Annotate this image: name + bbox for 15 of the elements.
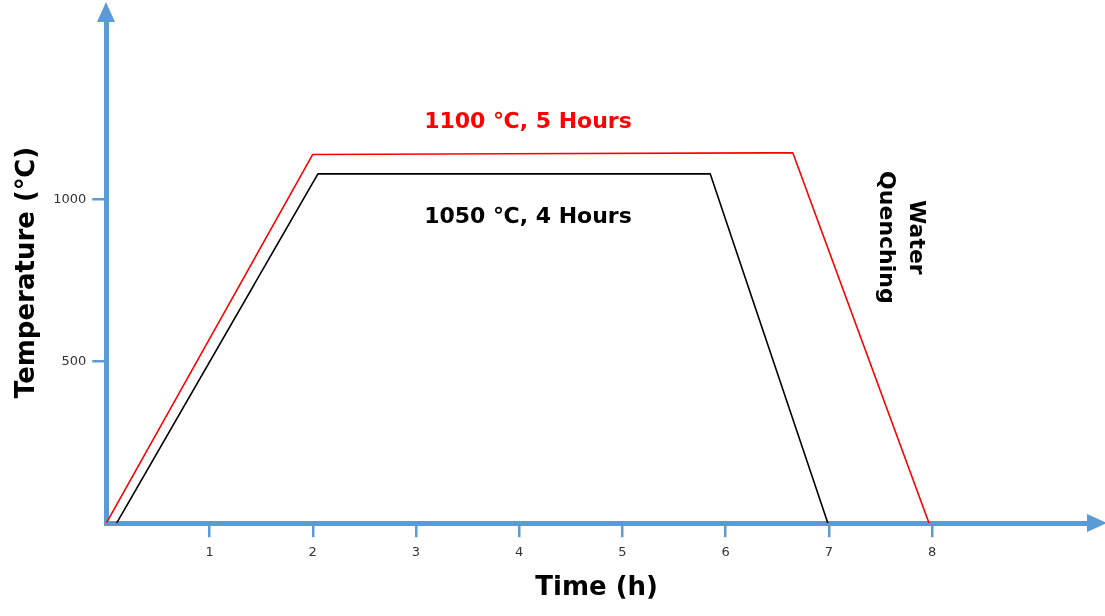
x-tick-label: 6 <box>721 544 730 560</box>
annotation: Water Quenching <box>874 171 930 304</box>
x-tick-label: 4 <box>515 544 524 560</box>
x-axis-title: Time (h) <box>535 571 658 602</box>
y-tick-label: 500 <box>61 352 87 368</box>
annotation: 1050 ℃, 4 Hours <box>424 203 632 229</box>
x-tick-label: 1 <box>205 544 214 560</box>
annotation: 1100 ℃, 5 Hours <box>424 107 632 133</box>
x-tick-label: 2 <box>308 544 317 560</box>
x-tick-label: 3 <box>411 544 421 560</box>
y-tick-label: 1000 <box>53 191 87 207</box>
y-axis-title: Temperature (℃) <box>10 146 41 399</box>
x-tick-label: 8 <box>928 544 937 560</box>
x-tick-label: 7 <box>824 544 834 560</box>
x-tick-label: 5 <box>618 544 627 560</box>
